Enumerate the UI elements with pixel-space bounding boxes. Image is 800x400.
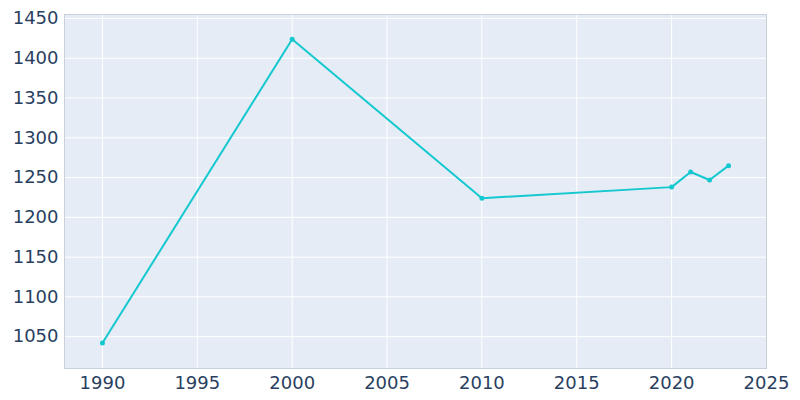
svg-text:1350: 1350 bbox=[13, 87, 59, 108]
svg-text:1995: 1995 bbox=[174, 372, 220, 393]
svg-text:1300: 1300 bbox=[13, 127, 59, 148]
svg-text:1250: 1250 bbox=[13, 166, 59, 187]
svg-text:2000: 2000 bbox=[269, 372, 315, 393]
svg-text:1150: 1150 bbox=[13, 246, 59, 267]
svg-text:2005: 2005 bbox=[364, 372, 410, 393]
svg-text:2015: 2015 bbox=[554, 372, 600, 393]
svg-text:2020: 2020 bbox=[649, 372, 695, 393]
svg-text:2025: 2025 bbox=[744, 372, 790, 393]
svg-text:1050: 1050 bbox=[13, 325, 59, 346]
svg-text:1990: 1990 bbox=[80, 372, 126, 393]
svg-text:2010: 2010 bbox=[459, 372, 505, 393]
svg-text:1100: 1100 bbox=[13, 286, 59, 307]
svg-text:1200: 1200 bbox=[13, 206, 59, 227]
svg-text:1400: 1400 bbox=[13, 47, 59, 68]
svg-text:1450: 1450 bbox=[13, 7, 59, 28]
